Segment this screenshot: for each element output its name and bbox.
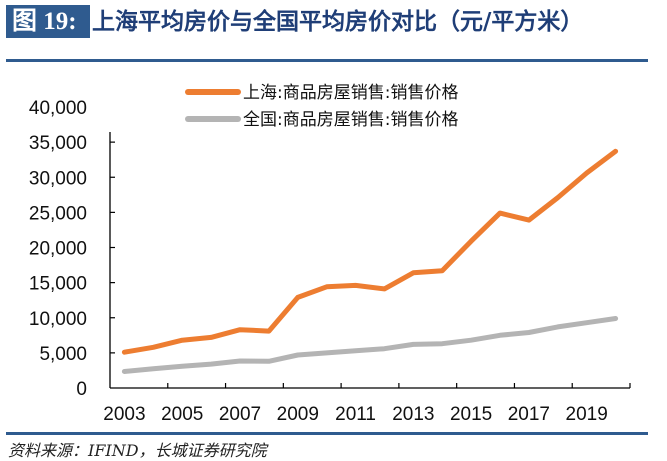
bottom-divider bbox=[6, 432, 648, 435]
y-tick-label: 35,000 bbox=[29, 133, 87, 154]
y-tick-label: 0 bbox=[76, 379, 87, 400]
series-layer bbox=[124, 151, 615, 371]
y-tick-label: 20,000 bbox=[29, 239, 87, 260]
legend-label-national: 全国:商品房屋销售:销售价格 bbox=[243, 110, 458, 130]
x-tick-label: 2007 bbox=[219, 404, 261, 425]
y-tick-label: 30,000 bbox=[29, 168, 87, 189]
x-axis: 2003 2005 2007 2009 2011 2013 2015 2017 2019 bbox=[103, 383, 630, 425]
y-tick-label: 25,000 bbox=[29, 203, 87, 224]
x-tick-label: 2005 bbox=[161, 404, 203, 425]
series-line-shanghai bbox=[124, 151, 615, 352]
y-tick-label: 5,000 bbox=[39, 344, 87, 365]
source-note: 资料来源：IFIND，长城证券研究院 bbox=[8, 437, 267, 461]
y-tick-label: 40,000 bbox=[29, 98, 87, 119]
x-tick-label: 2011 bbox=[335, 404, 376, 425]
legend: 上海:商品房屋销售:销售价格 全国:商品房屋销售:销售价格 bbox=[188, 83, 458, 130]
x-tick-label: 2013 bbox=[392, 404, 434, 425]
y-axis: 0 5,000 10,000 15,000 20,000 25,000 30,000 35,0… bbox=[29, 98, 115, 400]
x-tick-label: 2019 bbox=[566, 404, 608, 425]
x-tick-label: 2017 bbox=[508, 404, 550, 425]
legend-label-shanghai: 上海:商品房屋销售:销售价格 bbox=[243, 83, 458, 103]
x-tick-label: 2015 bbox=[450, 404, 492, 425]
x-tick-label: 2003 bbox=[103, 404, 145, 425]
series-line-national bbox=[124, 319, 615, 372]
y-tick-label: 15,000 bbox=[29, 274, 87, 295]
x-tick-label: 2009 bbox=[277, 404, 319, 425]
y-tick-label: 10,000 bbox=[29, 309, 87, 330]
